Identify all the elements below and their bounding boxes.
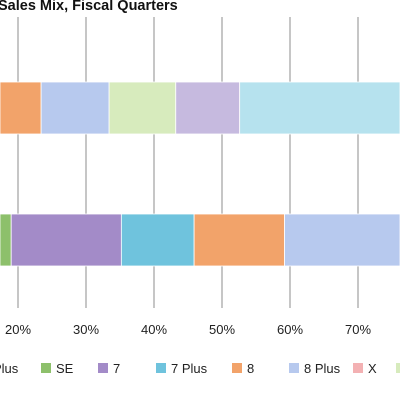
legend-swatch bbox=[98, 363, 108, 373]
x-tick-label: 50% bbox=[209, 322, 235, 337]
bar-segment bbox=[0, 81, 42, 135]
legend-swatch bbox=[232, 363, 242, 373]
legend-swatch bbox=[289, 363, 299, 373]
legend-label: 8 Plus bbox=[304, 361, 341, 376]
legend-swatch bbox=[396, 363, 400, 373]
legend-label: 7 bbox=[113, 361, 120, 376]
bar-segment bbox=[120, 213, 195, 267]
bar-segment bbox=[0, 213, 12, 267]
legend-label: 7 Plus bbox=[171, 361, 208, 376]
bar-segment bbox=[10, 213, 122, 267]
bar-segment bbox=[284, 213, 400, 267]
x-tick-label: 70% bbox=[345, 322, 371, 337]
bar-segment bbox=[175, 81, 241, 135]
legend-label: X bbox=[368, 361, 377, 376]
x-tick-label: 30% bbox=[73, 322, 99, 337]
x-tick-label: 60% bbox=[277, 322, 303, 337]
bar-segment bbox=[239, 81, 400, 135]
legend-label: 8 bbox=[247, 361, 254, 376]
x-axis: 20% 30% 40% 50% 60% 70% bbox=[5, 322, 371, 337]
legend-label: SE bbox=[56, 361, 74, 376]
x-tick-label: 40% bbox=[141, 322, 167, 337]
bar-segment bbox=[193, 213, 285, 267]
bars bbox=[0, 81, 400, 267]
bar-segment bbox=[40, 81, 110, 135]
x-tick-label: 20% bbox=[5, 322, 31, 337]
legend-swatch bbox=[353, 363, 363, 373]
legend-label: Plus bbox=[0, 361, 19, 376]
legend-swatch bbox=[156, 363, 166, 373]
chart-title: Sales Mix, Fiscal Quarters bbox=[0, 0, 178, 14]
bar-segment bbox=[108, 81, 177, 135]
legend-swatch bbox=[41, 363, 51, 373]
